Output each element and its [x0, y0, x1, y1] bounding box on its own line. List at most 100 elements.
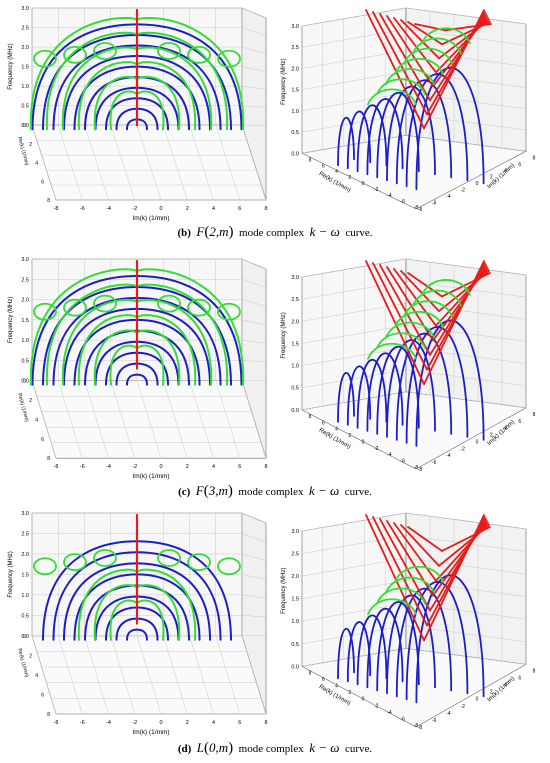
x-tick-label: -2: [374, 446, 379, 452]
x-tick-label: 0: [159, 206, 162, 212]
x-tick-label: -4: [387, 452, 392, 458]
imaginary-branch-curve: [63, 55, 138, 131]
x-tick-label: -8: [54, 720, 59, 726]
depth-tick-label: 2: [29, 653, 32, 659]
depth-tick-label: 6: [41, 692, 44, 698]
imaginary-branch-curve: [115, 362, 138, 386]
complex-branch-curve: [136, 329, 181, 386]
grid-line: [31, 553, 267, 561]
x-tick-label: 8: [309, 414, 312, 420]
z-tick-label: 0: [476, 439, 479, 445]
depth-tick-label: 8: [47, 712, 50, 718]
complex-branch-curve: [136, 314, 197, 386]
grid-line: [31, 512, 267, 524]
imaginary-branch-curve: [136, 573, 201, 641]
x-tick-label: -6: [401, 459, 406, 465]
y-tick-label: 2.5: [291, 297, 299, 303]
real-branch-curve: [365, 514, 425, 642]
z-tick-label: -6: [432, 718, 437, 724]
y-tick-label: 3.0: [21, 511, 29, 517]
complex-loop-curve: [187, 45, 211, 64]
y-tick-label: 1.5: [21, 318, 29, 324]
z-tick-label: -8: [418, 207, 423, 213]
imaginary-branch-curve: [94, 340, 138, 386]
complex-branch-curve: [412, 37, 462, 55]
z-tick-label: -6: [432, 201, 437, 207]
real-branch-curve: [407, 21, 443, 46]
y-tick-label: 3.0: [291, 275, 299, 281]
complex-branch-curve: [376, 332, 426, 349]
y-tick-label: 1.5: [21, 65, 29, 71]
imaginary-branch-curve: [366, 352, 404, 432]
y-tick-label: 0.0: [21, 123, 29, 129]
complex-loop-curve: [217, 557, 241, 576]
depth-tick-label: 0: [23, 634, 26, 640]
complex-loop-curve: [157, 294, 181, 313]
z-tick-label: 8: [533, 668, 536, 674]
complex-branch-curve: [376, 587, 426, 605]
imaginary-branch-curve: [405, 326, 469, 444]
imaginary-branch-curve: [405, 73, 469, 188]
z-tick-label: 8: [533, 412, 536, 418]
complex-branch-curve: [385, 576, 435, 594]
y-axis-label: Frequency (MHz): [281, 568, 287, 614]
x-tick-label: -2: [132, 206, 137, 212]
complex-loop-curve: [33, 49, 57, 68]
grid-line: [301, 625, 527, 645]
real-branch-curve: [372, 11, 428, 116]
z-tick-label: 4: [504, 168, 507, 174]
imaginary-branch-curve: [31, 23, 138, 131]
real-branch-curve: [393, 522, 437, 582]
imaginary-branch-curve: [376, 601, 420, 692]
x-tick-label: 4: [212, 464, 215, 470]
grid-line: [31, 574, 267, 580]
x-tick-label: 8: [309, 157, 312, 163]
real-branch-curve: [379, 264, 431, 356]
y-tick-label: 0.5: [291, 642, 299, 648]
grid-line: [301, 369, 527, 388]
y-tick-label: 1.0: [21, 84, 29, 90]
imaginary-branch-curve: [136, 318, 201, 386]
x-tick-label: -6: [80, 720, 85, 726]
z-tick-label: -2: [461, 188, 466, 194]
real-branch-curve: [393, 268, 437, 327]
complex-branch-curve: [367, 343, 417, 360]
complex-branch-curve: [136, 283, 229, 386]
imaginary-branch-curve: [94, 86, 138, 131]
y-tick-label: 2.5: [21, 277, 29, 283]
complex-branch-curve: [136, 268, 245, 386]
x-tick-label: 6: [238, 720, 241, 726]
y-tick-label: 0.5: [21, 358, 29, 364]
complex-branch-curve: [367, 598, 417, 616]
complex-branch-curve: [93, 75, 138, 131]
imaginary-branch-curve: [136, 44, 222, 131]
imaginary-branch-curve: [376, 345, 420, 435]
complex-branch-curve: [136, 61, 197, 131]
complex-branch-curve: [421, 279, 471, 296]
z-tick-label: 4: [504, 426, 507, 432]
depth-tick-label: 6: [41, 437, 44, 443]
imaginary-branch-curve: [386, 339, 436, 438]
complex-loop-curve: [217, 302, 241, 321]
x-tick-label: 8: [264, 720, 267, 726]
z-tick-label: -8: [418, 467, 423, 473]
z-tick-label: 2: [490, 690, 493, 696]
y-tick-label: 1.0: [291, 109, 299, 115]
imaginary-branch-curve: [31, 275, 138, 386]
imaginary-branch-curve: [136, 606, 169, 641]
imaginary-branch-curve: [42, 540, 138, 641]
imaginary-branch-curve: [63, 562, 138, 641]
y-tick-label: 1.5: [21, 572, 29, 578]
z-tick-label: -4: [446, 194, 451, 200]
imaginary-branch-curve: [73, 573, 138, 641]
x-tick-label: 2: [186, 206, 189, 212]
complex-branch-curve: [77, 61, 138, 131]
complex-loop-curve: [157, 549, 181, 567]
imaginary-branch-curve: [136, 97, 169, 131]
y-axis-label: Frequency (MHz): [8, 551, 14, 597]
x-tick-label: 8: [264, 206, 267, 212]
y-tick-label: 1.0: [291, 619, 299, 625]
z-tick-label: 6: [518, 419, 521, 425]
imaginary-branch-curve: [415, 319, 485, 447]
complex-branch-curve: [367, 88, 417, 106]
